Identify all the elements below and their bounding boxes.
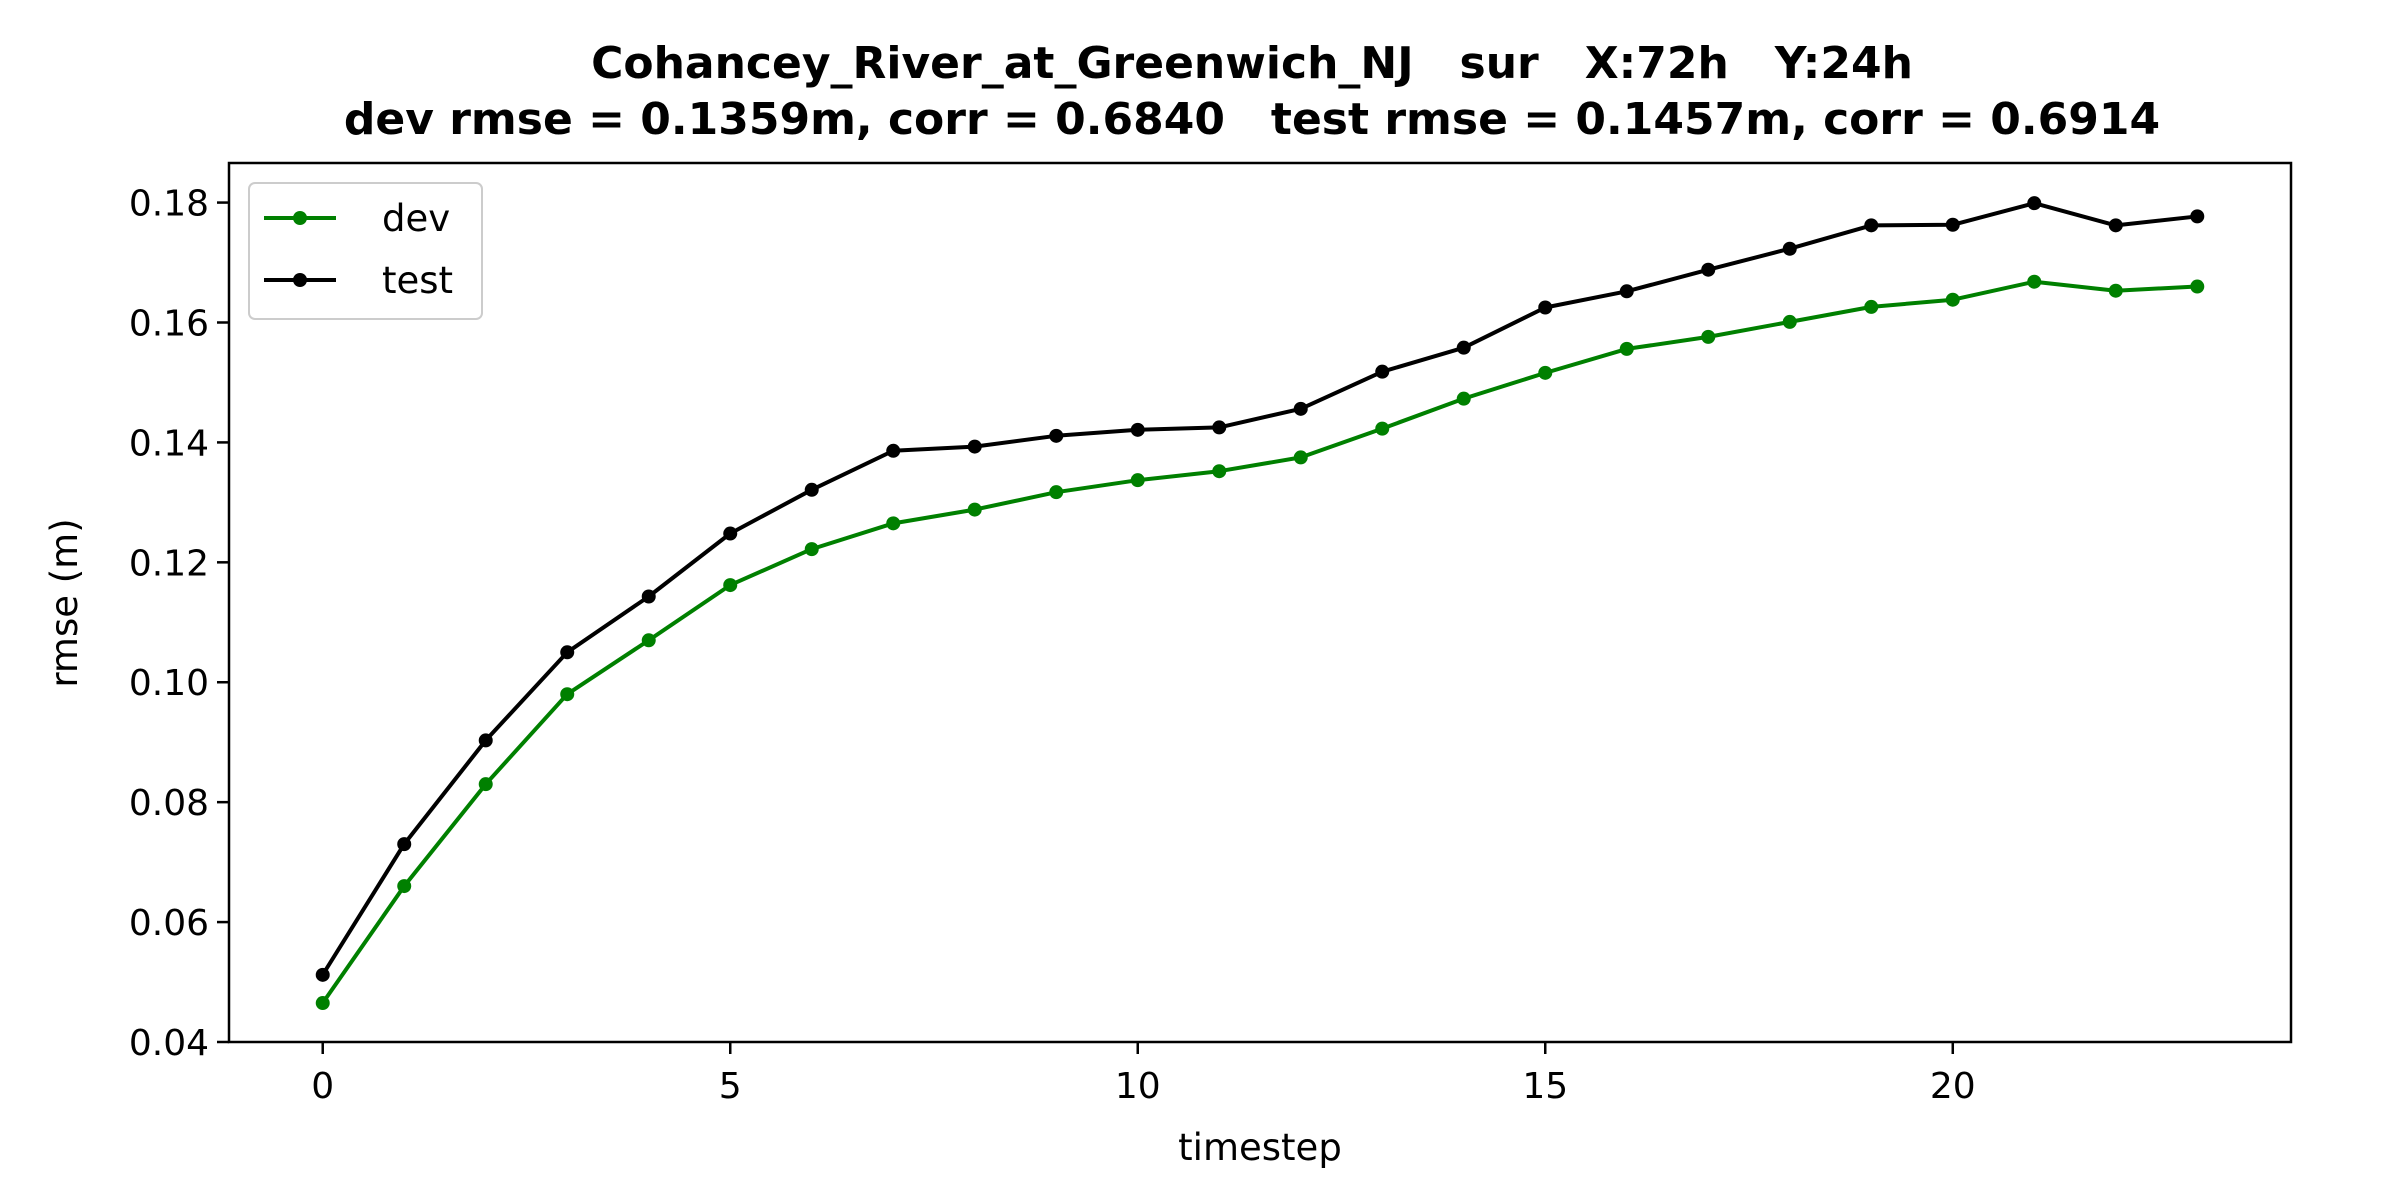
y-tick-label: 0.06 (129, 903, 209, 944)
data-point-dev (1864, 299, 1879, 314)
data-point-test (1130, 422, 1145, 437)
data-point-dev (2108, 283, 2123, 298)
data-point-test (1212, 420, 1227, 435)
data-point-test (967, 439, 982, 454)
y-tick-label: 0.12 (129, 543, 209, 584)
data-point-test (1945, 217, 1960, 232)
x-axis: 0 5 10 15 20 (311, 1042, 1976, 1107)
x-tick-label: 15 (1522, 1066, 1568, 1107)
x-axis-label: timestep (1178, 1126, 1342, 1169)
y-axis-label: rmse (m) (43, 518, 86, 687)
data-point-dev (1212, 464, 1227, 479)
legend: dev test (248, 182, 483, 320)
series-layer (315, 196, 2205, 1011)
data-point-dev (723, 578, 738, 593)
data-point-test (315, 967, 330, 982)
x-tick-label: 10 (1115, 1066, 1161, 1107)
data-point-test (2108, 218, 2123, 233)
data-point-test (2027, 196, 2042, 211)
data-point-test (2190, 209, 2205, 224)
data-point-dev (1782, 314, 1797, 329)
data-point-dev (804, 542, 819, 557)
y-tick-label: 0.16 (129, 303, 209, 344)
data-point-test (397, 837, 412, 852)
data-point-dev (641, 633, 656, 648)
y-tick-label: 0.10 (129, 663, 209, 704)
data-point-dev (2190, 279, 2205, 294)
data-point-dev (1293, 450, 1308, 465)
chart-title-line-1: Cohancey_River_at_Greenwich_NJ sur X:72h… (591, 38, 1913, 89)
x-tick-label: 5 (719, 1066, 742, 1107)
x-tick-label: 20 (1930, 1066, 1976, 1107)
data-point-test (1375, 364, 1390, 379)
legend-marker-dev (293, 211, 307, 225)
x-tick-label: 0 (311, 1066, 334, 1107)
data-point-dev (397, 879, 412, 894)
data-point-test (804, 482, 819, 497)
legend-marker-test (293, 273, 307, 287)
series-line-test (319, 201, 2200, 978)
data-point-test (560, 645, 575, 660)
data-point-test (723, 526, 738, 541)
data-point-test (1293, 401, 1308, 416)
data-point-dev (2027, 274, 2042, 289)
data-point-test (1701, 262, 1716, 277)
data-point-dev (478, 777, 493, 792)
data-point-dev (1375, 421, 1390, 436)
data-point-test (1456, 340, 1471, 355)
data-point-test (1049, 428, 1064, 443)
y-axis: 0.04 0.06 0.08 0.10 0.12 0.14 0.16 0.18 (129, 184, 229, 1064)
data-point-dev (315, 996, 330, 1011)
y-tick-label: 0.08 (129, 783, 209, 824)
data-point-test (1619, 284, 1634, 299)
plot-area-frame (227, 161, 2293, 1044)
legend-label-dev: dev (382, 197, 450, 240)
chart-title-line-2: dev rmse = 0.1359m, corr = 0.6840 test r… (344, 94, 2160, 145)
data-point-dev (1945, 292, 1960, 307)
data-point-dev (1130, 473, 1145, 488)
data-point-dev (1049, 485, 1064, 500)
data-point-dev (1538, 365, 1553, 380)
data-point-test (1538, 300, 1553, 315)
y-tick-label: 0.18 (129, 184, 209, 225)
series-line-dev (319, 279, 2200, 1006)
data-point-test (641, 589, 656, 604)
data-point-dev (1456, 391, 1471, 406)
data-point-dev (967, 502, 982, 517)
data-point-test (1782, 241, 1797, 256)
legend-label-test: test (382, 259, 453, 302)
data-point-dev (1701, 329, 1716, 344)
data-point-test (478, 733, 493, 748)
data-point-test (886, 443, 901, 458)
data-point-dev (560, 687, 575, 702)
data-point-dev (1619, 341, 1634, 356)
data-point-dev (886, 516, 901, 531)
y-tick-label: 0.14 (129, 423, 209, 464)
data-point-test (1864, 218, 1879, 233)
y-tick-label: 0.04 (129, 1023, 209, 1064)
